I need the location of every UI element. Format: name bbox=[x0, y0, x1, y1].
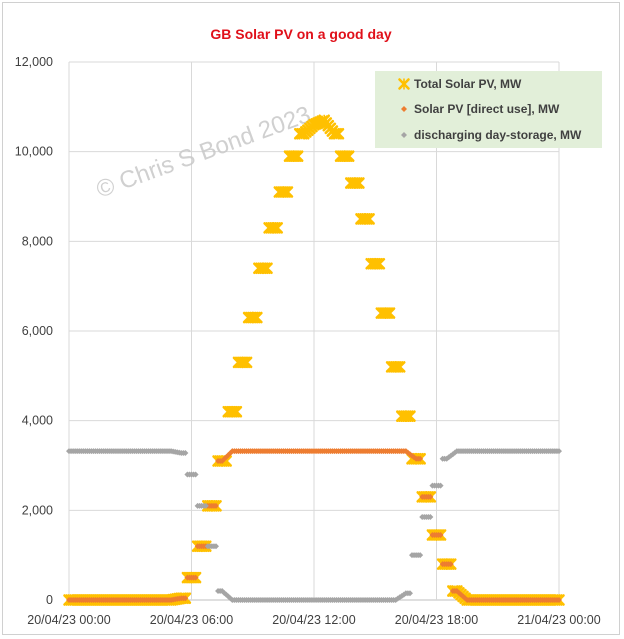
total-solar-point bbox=[230, 405, 243, 418]
y-tick-label: 0 bbox=[46, 593, 53, 607]
total-solar-point bbox=[261, 262, 273, 275]
total-solar-point bbox=[353, 177, 365, 189]
x-tick-label: 20/04/23 00:00 bbox=[27, 613, 110, 627]
total-solar-point bbox=[332, 127, 345, 140]
direct-use-point bbox=[556, 597, 562, 603]
x-tick-label: 20/04/23 12:00 bbox=[272, 613, 355, 627]
legend-diamond-marker bbox=[401, 106, 407, 112]
direct-use-point bbox=[192, 574, 199, 581]
direct-use-point bbox=[427, 493, 434, 500]
legend-label: Solar PV [direct use], MW bbox=[414, 102, 560, 116]
storage-point bbox=[427, 514, 434, 521]
legend-diamond-marker bbox=[401, 132, 407, 138]
legend-item: discharging day-storage, MW bbox=[401, 128, 582, 142]
storage-point bbox=[192, 471, 199, 478]
direct-use-point bbox=[213, 502, 219, 509]
total-solar-point bbox=[281, 186, 294, 198]
total-solar-point bbox=[373, 257, 386, 270]
legend-item: Total Solar PV, MW bbox=[398, 77, 522, 91]
total-solar-point bbox=[251, 311, 263, 324]
total-solar-point bbox=[383, 307, 396, 319]
legend-item: Solar PV [direct use], MW bbox=[401, 102, 560, 116]
y-axis-ticks: 0 2,000 4,000 6,000 8,000 10,000 12,000 bbox=[15, 55, 53, 607]
y-tick-label: 2,000 bbox=[22, 503, 53, 517]
direct-use-point bbox=[447, 561, 454, 568]
storage-point bbox=[182, 449, 189, 456]
total-solar-point bbox=[393, 361, 406, 373]
total-solar-point bbox=[404, 410, 416, 422]
legend-box bbox=[375, 71, 602, 148]
chart-title: GB Solar PV on a good day bbox=[210, 26, 391, 42]
y-tick-label: 8,000 bbox=[22, 234, 53, 248]
storage-point bbox=[437, 482, 444, 489]
y-tick-label: 6,000 bbox=[22, 324, 53, 338]
total-solar-point bbox=[363, 213, 375, 225]
x-tick-label: 21/04/23 00:00 bbox=[517, 613, 600, 627]
legend: Total Solar PV, MW Solar PV [direct use],… bbox=[375, 71, 602, 148]
data-points bbox=[63, 114, 565, 606]
storage-point bbox=[202, 502, 209, 509]
total-solar-point bbox=[271, 222, 284, 234]
storage-point bbox=[556, 448, 562, 455]
storage-point bbox=[213, 543, 219, 550]
total-solar-point bbox=[240, 356, 253, 369]
direct-use-point bbox=[437, 531, 444, 538]
y-tick-label: 4,000 bbox=[22, 414, 53, 428]
legend-label: Total Solar PV, MW bbox=[414, 77, 522, 91]
legend-star-marker bbox=[398, 78, 410, 90]
x-tick-label: 20/04/23 06:00 bbox=[150, 613, 233, 627]
total-solar-point bbox=[342, 150, 355, 162]
y-tick-label: 12,000 bbox=[15, 55, 53, 69]
direct-use-point bbox=[417, 455, 424, 462]
direct-use-point bbox=[182, 595, 189, 602]
total-solar-point bbox=[291, 150, 304, 162]
x-axis-ticks: 20/04/23 00:00 20/04/23 06:00 20/04/23 12:… bbox=[27, 613, 600, 627]
x-tick-label: 20/04/23 18:00 bbox=[395, 613, 478, 627]
storage-point bbox=[417, 552, 424, 559]
legend-label: discharging day-storage, MW bbox=[414, 128, 582, 142]
y-tick-label: 10,000 bbox=[15, 145, 53, 159]
storage-point bbox=[406, 590, 413, 597]
